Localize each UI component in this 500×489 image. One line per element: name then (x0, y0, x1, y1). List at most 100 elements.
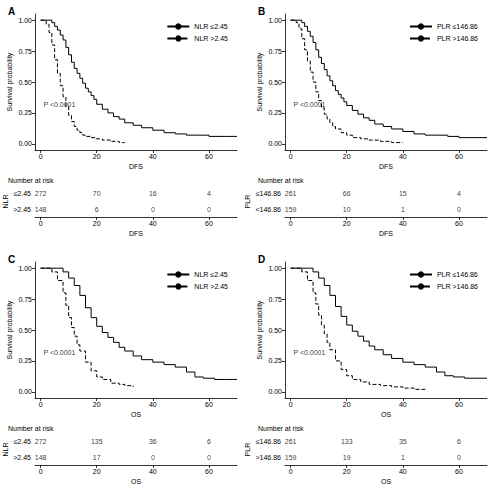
svg-text:1: 1 (401, 206, 405, 213)
svg-text:35: 35 (399, 438, 407, 445)
svg-text:0.75: 0.75 (18, 48, 32, 55)
svg-text:0: 0 (207, 454, 211, 461)
svg-text:Number at risk: Number at risk (8, 425, 54, 432)
svg-text:NLR >2.45: NLR >2.45 (194, 35, 228, 42)
svg-text:0: 0 (289, 401, 293, 408)
svg-text:OS: OS (131, 411, 141, 418)
svg-text:NLR ≤2.45: NLR ≤2.45 (194, 271, 228, 278)
svg-text:DFS: DFS (129, 230, 143, 237)
svg-text:NLR ≤2.45: NLR ≤2.45 (194, 23, 228, 30)
svg-text:60: 60 (455, 220, 463, 227)
svg-text:≤2.45: ≤2.45 (14, 438, 32, 445)
svg-text:135: 135 (91, 438, 103, 445)
svg-text:148: 148 (35, 454, 47, 461)
svg-text:0.75: 0.75 (18, 296, 32, 303)
svg-text:0: 0 (39, 220, 43, 227)
svg-text:40: 40 (149, 153, 157, 160)
svg-text:1.00: 1.00 (18, 265, 32, 272)
svg-text:40: 40 (149, 220, 157, 227)
svg-text:20: 20 (93, 401, 101, 408)
svg-text:66: 66 (343, 190, 351, 197)
svg-text:≤2.45: ≤2.45 (14, 190, 32, 197)
svg-text:≤146.86: ≤146.86 (256, 190, 281, 197)
svg-text:20: 20 (343, 220, 351, 227)
svg-text:0.25: 0.25 (18, 109, 32, 116)
svg-text:20: 20 (93, 220, 101, 227)
svg-text:60: 60 (205, 468, 213, 475)
svg-text:261: 261 (285, 190, 297, 197)
svg-text:0: 0 (151, 454, 155, 461)
svg-text:Number at risk: Number at risk (8, 177, 54, 184)
svg-text:Survival probability: Survival probability (6, 52, 14, 111)
svg-text:20: 20 (93, 153, 101, 160)
svg-text:60: 60 (205, 220, 213, 227)
svg-text:0.25: 0.25 (18, 357, 32, 364)
svg-text:17: 17 (93, 454, 101, 461)
svg-text:D: D (258, 254, 265, 265)
svg-text:C: C (8, 254, 15, 265)
svg-text:1.00: 1.00 (18, 17, 32, 24)
svg-text:Number at risk: Number at risk (258, 177, 304, 184)
svg-text:6: 6 (95, 206, 99, 213)
svg-text:0.00: 0.00 (18, 388, 32, 395)
svg-text:40: 40 (399, 401, 407, 408)
svg-text:0.75: 0.75 (268, 296, 282, 303)
svg-text:0.25: 0.25 (268, 109, 282, 116)
svg-text:60: 60 (205, 401, 213, 408)
svg-text:≤146.86: ≤146.86 (256, 438, 281, 445)
svg-text:0: 0 (39, 468, 43, 475)
svg-text:10: 10 (343, 206, 351, 213)
svg-text:0.50: 0.50 (268, 327, 282, 334)
svg-text:>2.45: >2.45 (13, 206, 31, 213)
svg-text:0.75: 0.75 (268, 48, 282, 55)
svg-text:0.50: 0.50 (268, 79, 282, 86)
svg-text:159: 159 (285, 206, 297, 213)
svg-text:0: 0 (151, 206, 155, 213)
svg-text:0: 0 (457, 454, 461, 461)
svg-text:PLR ≤146.86: PLR ≤146.86 (437, 23, 478, 30)
svg-text:0.00: 0.00 (268, 140, 282, 147)
svg-text:60: 60 (455, 401, 463, 408)
svg-text:20: 20 (343, 153, 351, 160)
svg-text:6: 6 (457, 438, 461, 445)
svg-text:OS: OS (381, 411, 391, 418)
svg-text:0: 0 (289, 468, 293, 475)
svg-text:16: 16 (149, 190, 157, 197)
svg-text:19: 19 (343, 454, 351, 461)
svg-text:272: 272 (35, 438, 47, 445)
svg-text:4: 4 (207, 190, 211, 197)
svg-text:DFS: DFS (379, 163, 393, 170)
svg-text:0: 0 (39, 153, 43, 160)
svg-text:NLR: NLR (2, 442, 9, 456)
svg-text:PLR ≤146.86: PLR ≤146.86 (437, 271, 478, 278)
svg-text:PLR >146.86: PLR >146.86 (437, 35, 478, 42)
svg-text:40: 40 (149, 468, 157, 475)
svg-text:20: 20 (343, 401, 351, 408)
svg-text:20: 20 (343, 468, 351, 475)
svg-text:0.50: 0.50 (18, 327, 32, 334)
svg-text:B: B (258, 6, 265, 17)
svg-text:>2.45: >2.45 (13, 454, 31, 461)
svg-text:70: 70 (93, 190, 101, 197)
svg-text:DFS: DFS (129, 163, 143, 170)
svg-text:40: 40 (399, 220, 407, 227)
svg-text:0: 0 (289, 220, 293, 227)
svg-text:36: 36 (149, 438, 157, 445)
svg-text:261: 261 (285, 438, 297, 445)
svg-text:0.50: 0.50 (18, 79, 32, 86)
svg-text:Survival probability: Survival probability (6, 300, 14, 359)
svg-text:1.00: 1.00 (268, 17, 282, 24)
svg-text:A: A (8, 6, 15, 17)
svg-text:Survival probability: Survival probability (256, 52, 264, 111)
svg-text:<146.86: <146.86 (256, 206, 282, 213)
svg-text:0: 0 (289, 153, 293, 160)
svg-text:60: 60 (455, 468, 463, 475)
svg-text:159: 159 (285, 454, 297, 461)
svg-text:NLR: NLR (2, 194, 9, 208)
svg-text:0: 0 (39, 401, 43, 408)
svg-text:P <0.0001: P <0.0001 (43, 101, 75, 108)
svg-text:60: 60 (455, 153, 463, 160)
svg-text:P <0.0001: P <0.0001 (293, 101, 325, 108)
svg-text:6: 6 (207, 438, 211, 445)
svg-text:0.00: 0.00 (268, 388, 282, 395)
